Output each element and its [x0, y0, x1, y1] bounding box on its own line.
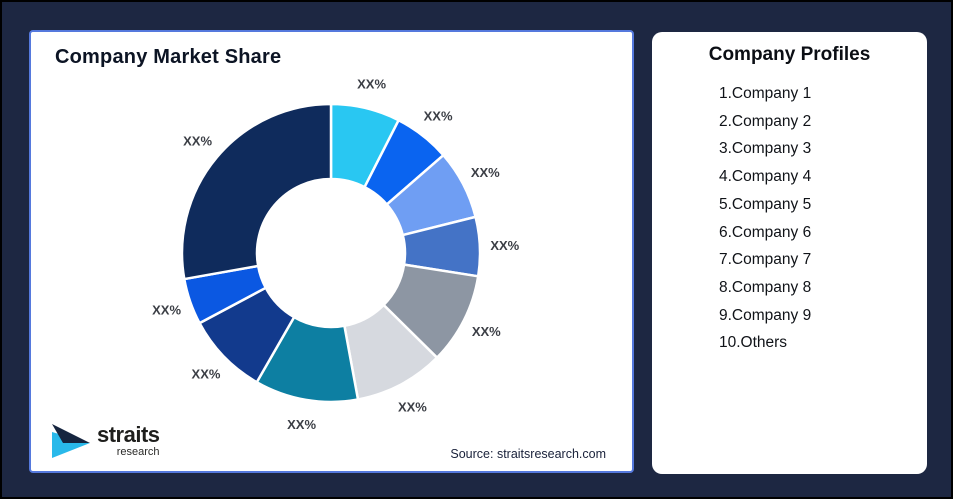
- segment-value-label: XX%: [472, 324, 501, 339]
- company-list-item: 4.Company 4: [719, 168, 812, 186]
- company-list-item: 2.Company 2: [719, 112, 812, 130]
- company-list-item: 6.Company 6: [719, 223, 812, 241]
- segment-value-label: XX%: [490, 238, 519, 253]
- segment-value-label: XX%: [152, 302, 181, 317]
- source-note: Source: straitsresearch.com: [450, 447, 606, 461]
- logo-wordmark: straits research: [97, 424, 160, 458]
- chart-title: Company Market Share: [55, 46, 282, 68]
- company-list-item: 8.Company 8: [719, 278, 812, 296]
- logo-brand-text: straits: [97, 422, 160, 447]
- company-list-item: 1.Company 1: [719, 85, 812, 102]
- segment-value-label: XX%: [183, 134, 212, 149]
- company-profiles-card: Company Profiles 1.Company 1 2.Company 2…: [652, 32, 927, 474]
- company-list-item: 3.Company 3: [719, 140, 812, 158]
- segment-value-label: XX%: [357, 76, 386, 91]
- company-list-item: 7.Company 7: [719, 251, 812, 269]
- company-list-item: 10.Others: [719, 334, 788, 352]
- straits-research-logo: straits research: [51, 423, 160, 459]
- donut-segment: [180, 102, 333, 281]
- company-profiles-list: 1.Company 1 2.Company 2 3.Company 3 4.Co…: [652, 80, 927, 357]
- segment-value-label: XX%: [398, 399, 427, 414]
- market-share-card: XX% XX% XX% XX% XX% XX% XX% XX% XX% XX% Company M…: [29, 30, 634, 473]
- segment-value-label: XX%: [424, 108, 453, 123]
- segment-value-label: XX%: [471, 165, 500, 180]
- logo-dark-triangle: [52, 424, 90, 443]
- logo-sub-text: research: [116, 446, 160, 458]
- company-list-item: 9.Company 9: [719, 306, 812, 324]
- market-share-donut: XX% XX% XX% XX% XX% XX% XX% XX% XX% XX%: [152, 76, 520, 432]
- company-list-item: 5.Company 5: [719, 195, 812, 213]
- profiles-title: Company Profiles: [708, 44, 871, 65]
- straits-arrow-icon: [52, 424, 90, 458]
- segment-value-label: XX%: [192, 367, 221, 382]
- segment-value-label: XX%: [287, 417, 316, 432]
